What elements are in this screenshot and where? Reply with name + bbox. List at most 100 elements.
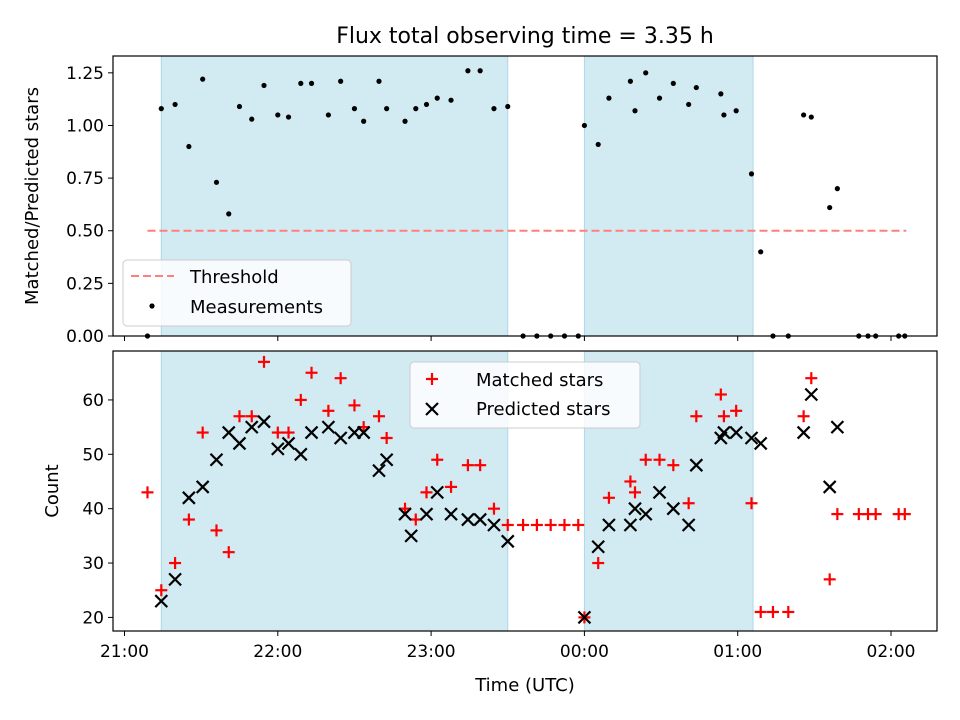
- matched-star-marker: [898, 508, 911, 521]
- matched-star-marker: [196, 426, 209, 439]
- x-tick-label: 00:00: [560, 642, 609, 662]
- measurements-legend-label: Measurements: [190, 297, 323, 318]
- matched-star-marker: [141, 486, 154, 499]
- y-tick-label: 50: [82, 445, 104, 465]
- predicted-star-marker: [830, 420, 845, 434]
- bottom-y-axis-ticks: 20 30 40 50 60: [82, 391, 113, 628]
- predicted-star-marker: [257, 414, 271, 429]
- matched-star-marker: [805, 372, 818, 385]
- measurement-point: [325, 112, 331, 118]
- matched-star-marker: [334, 372, 347, 385]
- measurement-point: [172, 101, 178, 108]
- predicted-star-marker: [419, 507, 434, 521]
- matched-star-marker: [222, 546, 235, 559]
- measurement-point: [627, 78, 633, 84]
- matched-star-marker: [831, 508, 844, 521]
- measurement-point: [423, 101, 430, 108]
- measurement-point: [477, 68, 483, 74]
- predicted-star-marker: [379, 452, 394, 467]
- y-tick-label: 20: [82, 608, 104, 628]
- matched-star-marker: [797, 410, 810, 423]
- matched-star-marker: [210, 524, 223, 537]
- matched-star-marker: [282, 426, 295, 439]
- predicted-star-marker: [822, 480, 837, 494]
- predicted-star-marker: [744, 431, 759, 445]
- matched-star-marker: [628, 486, 641, 499]
- x-tick-label: 22:00: [253, 642, 302, 662]
- predicted-stars-markers: [154, 387, 845, 625]
- matched-star-marker: [544, 518, 557, 531]
- measurements-legend-swatch: [149, 303, 155, 309]
- predicted-star-marker: [294, 447, 308, 462]
- matched-star-marker: [653, 453, 666, 466]
- bottom-legend-box: [409, 361, 641, 429]
- bottom-legend: Matched stars Predicted stars: [409, 361, 641, 429]
- matched-stars-markers: [141, 355, 911, 624]
- observing-window: [583, 55, 754, 337]
- y-tick-label: 30: [82, 554, 104, 574]
- top-axes-frame: [112, 55, 938, 337]
- matched-star-marker: [823, 573, 836, 586]
- matched-star-marker: [690, 410, 703, 423]
- x-axis-label: Time (UTC): [474, 675, 575, 696]
- predicted-star-marker: [717, 425, 731, 440]
- matched-stars-legend-label: Matched stars: [476, 370, 603, 391]
- predicted-star-marker: [602, 518, 616, 532]
- matched-star-marker: [530, 518, 543, 531]
- matched-star-marker: [869, 508, 882, 521]
- measurement-point: [402, 118, 408, 124]
- predicted-star-marker: [577, 610, 592, 625]
- top-legend-box: [122, 259, 352, 327]
- matched-star-marker: [592, 557, 605, 570]
- measurement-point: [718, 91, 724, 97]
- predicted-star-marker: [281, 436, 296, 451]
- matched-star-marker: [730, 404, 743, 417]
- predicted-star-marker: [753, 436, 768, 451]
- predicted-star-marker: [221, 425, 236, 440]
- measurement-point: [434, 95, 440, 101]
- matched-star-marker: [461, 459, 474, 472]
- y-tick-label: 1.25: [66, 64, 104, 84]
- measurement-point: [338, 78, 344, 84]
- measurement-point: [351, 106, 358, 112]
- y-tick-label: 1.00: [66, 116, 104, 136]
- measurement-point: [361, 118, 367, 124]
- measurement-point: [285, 114, 292, 120]
- measurement-point: [606, 95, 612, 101]
- matched-star-marker: [682, 497, 695, 510]
- measurement-point: [376, 78, 382, 84]
- matched-stars-legend-swatch: [426, 373, 438, 385]
- y-tick-label: 40: [82, 500, 104, 520]
- predicted-star-marker: [304, 425, 319, 440]
- measurement-point: [491, 106, 497, 112]
- predicted-star-marker: [182, 491, 196, 505]
- measurement-point: [721, 112, 727, 118]
- predicted-star-marker: [666, 501, 681, 516]
- measurement-point: [808, 114, 814, 120]
- matched-star-marker: [766, 605, 779, 618]
- measurement-point: [308, 80, 315, 86]
- predicted-stars-legend-label: Predicted stars: [476, 399, 610, 420]
- matched-star-marker: [517, 518, 530, 531]
- matched-star-marker: [294, 393, 307, 406]
- threshold-legend-label: Threshold: [189, 267, 279, 288]
- predicted-star-marker: [729, 425, 743, 440]
- matched-star-marker: [558, 518, 571, 531]
- predicted-star-marker: [232, 436, 247, 451]
- predicted-star-marker: [652, 485, 667, 500]
- predicted-star-marker: [638, 507, 653, 521]
- matched-star-marker: [624, 475, 637, 488]
- y-tick-label: 0.00: [66, 327, 104, 347]
- predicted-star-marker: [628, 501, 642, 516]
- measurement-point: [827, 204, 833, 211]
- predicted-star-marker: [591, 539, 605, 554]
- measurement-point: [213, 179, 220, 185]
- matched-star-marker: [233, 410, 246, 423]
- measurement-point: [465, 68, 471, 74]
- measurement-point: [384, 106, 390, 112]
- predicted-star-marker: [271, 442, 285, 456]
- predicted-star-marker: [430, 485, 445, 500]
- predicted-star-marker: [168, 572, 182, 587]
- matched-star-marker: [667, 459, 680, 472]
